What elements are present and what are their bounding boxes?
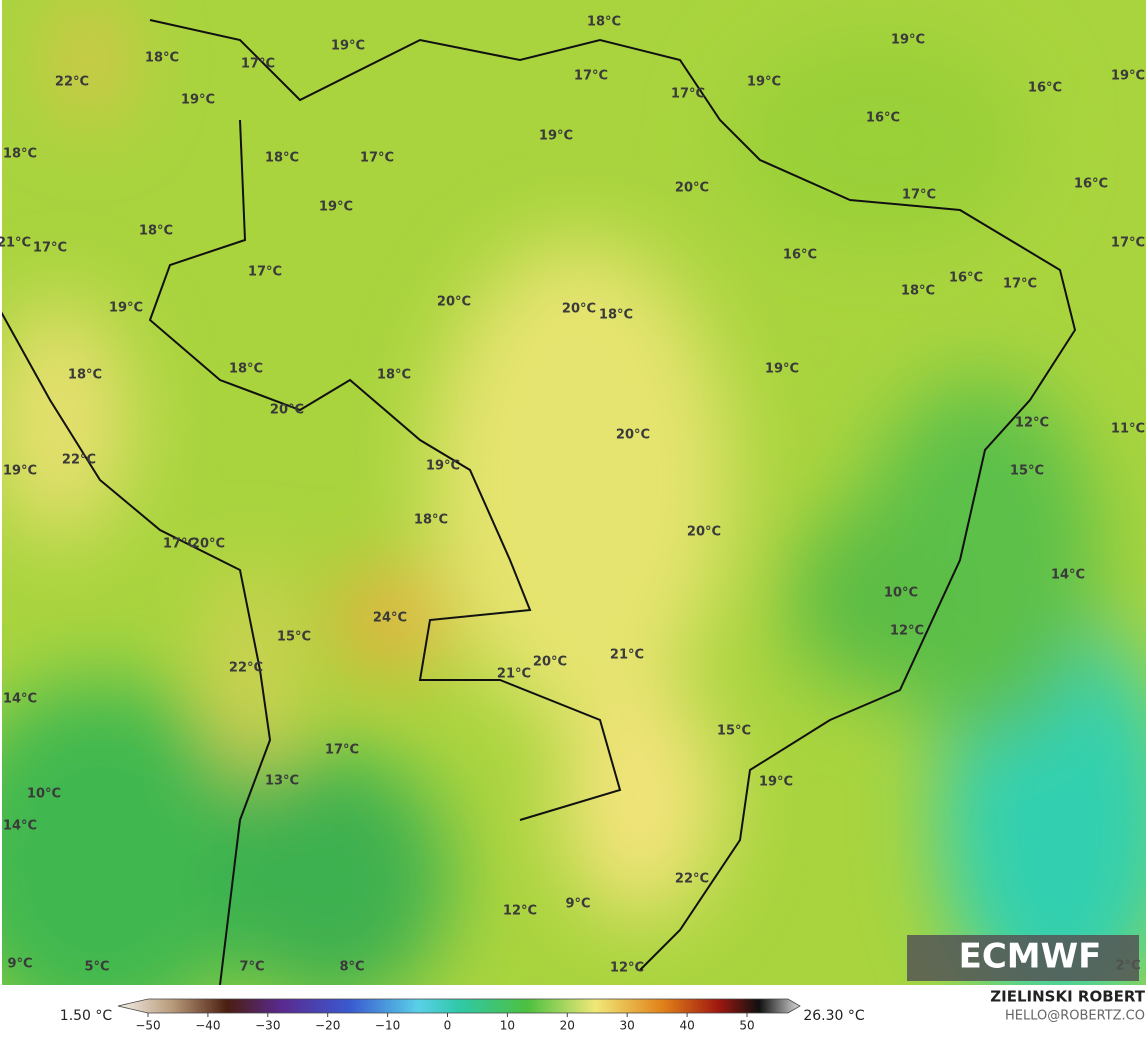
colorbar-tick-label: 20 bbox=[560, 1019, 575, 1033]
temperature-label: 19°C bbox=[426, 459, 460, 474]
temperature-label: 12°C bbox=[1015, 416, 1049, 431]
temperature-label: 16°C bbox=[1074, 177, 1108, 192]
temperature-label: 11°C bbox=[1111, 422, 1145, 437]
temperature-label: 19°C bbox=[3, 464, 37, 479]
temperature-label: 20°C bbox=[270, 403, 304, 418]
temperature-label: 20°C bbox=[616, 428, 650, 443]
temperature-label: 18°C bbox=[265, 151, 299, 166]
temperature-label: 13°C bbox=[265, 774, 299, 789]
temperature-label: 19°C bbox=[759, 775, 793, 790]
temperature-label: 21°C bbox=[0, 236, 31, 251]
temperature-label: 19°C bbox=[109, 301, 143, 316]
temperature-label: 21°C bbox=[610, 648, 644, 663]
temperature-label: 19°C bbox=[765, 362, 799, 377]
colorbar bbox=[117, 998, 801, 1014]
temperature-label: 19°C bbox=[747, 75, 781, 90]
temperature-label: 18°C bbox=[587, 15, 621, 30]
temperature-label: 10°C bbox=[27, 787, 61, 802]
temperature-label: 18°C bbox=[414, 513, 448, 528]
temperature-label: 9°C bbox=[7, 957, 32, 972]
temperature-label: 19°C bbox=[891, 33, 925, 48]
temperature-label: 22°C bbox=[675, 872, 709, 887]
temperature-label: 8°C bbox=[339, 960, 364, 975]
temperature-label: 12°C bbox=[890, 624, 924, 639]
temperature-label: 15°C bbox=[1010, 464, 1044, 479]
temperature-label: 10°C bbox=[884, 586, 918, 601]
temperature-label: 15°C bbox=[717, 724, 751, 739]
contact: HELLO@ROBERTZ.CO bbox=[1005, 1009, 1145, 1024]
temperature-label: 12°C bbox=[610, 961, 644, 976]
temperature-label: 20°C bbox=[533, 655, 567, 670]
colorbar-tick-label: 30 bbox=[620, 1019, 635, 1033]
temperature-label: 14°C bbox=[3, 819, 37, 834]
temperature-label: 15°C bbox=[277, 630, 311, 645]
colorbar-tick-label: 40 bbox=[679, 1019, 694, 1033]
temperature-label: 24°C bbox=[373, 611, 407, 626]
temperature-label: 22°C bbox=[229, 661, 263, 676]
temperature-label: 7°C bbox=[239, 960, 264, 975]
author: ZIELINSKI ROBERT bbox=[990, 988, 1145, 1006]
temperature-label: 18°C bbox=[68, 368, 102, 383]
temperature-label: 18°C bbox=[377, 368, 411, 383]
temperature-label: 20°C bbox=[191, 537, 225, 552]
temperature-label: 17°C bbox=[574, 69, 608, 84]
colorbar-tick-label: −20 bbox=[315, 1019, 340, 1033]
temperature-label: 22°C bbox=[62, 453, 96, 468]
temperature-label: 17°C bbox=[1111, 236, 1145, 251]
colorbar-tick-label: −10 bbox=[375, 1019, 400, 1033]
colorbar-tick-label: −40 bbox=[195, 1019, 220, 1033]
temperature-label: 20°C bbox=[562, 302, 596, 317]
temperature-label: 14°C bbox=[1051, 568, 1085, 583]
temperature-label: 17°C bbox=[1003, 277, 1037, 292]
temperature-label: 16°C bbox=[1028, 81, 1062, 96]
colorbar-min: 1.50 °C bbox=[60, 1008, 113, 1024]
borders bbox=[2, 19, 1077, 985]
temperature-label: 17°C bbox=[33, 241, 67, 256]
temperature-label: 16°C bbox=[949, 271, 983, 286]
temperature-label: 17°C bbox=[163, 537, 197, 552]
temperature-label: 18°C bbox=[229, 362, 263, 377]
temperature-label: 21°C bbox=[497, 667, 531, 682]
temperature-label: 19°C bbox=[181, 93, 215, 108]
temperature-label: 17°C bbox=[360, 151, 394, 166]
colorbar-tick-label: 10 bbox=[500, 1019, 515, 1033]
temperature-label: 14°C bbox=[3, 692, 37, 707]
colorbar-max: 26.30 °C bbox=[803, 1008, 865, 1024]
temperature-label: 5°C bbox=[84, 960, 109, 975]
temperature-label: 17°C bbox=[671, 87, 705, 102]
temperature-label: 18°C bbox=[901, 284, 935, 299]
temperature-label: 16°C bbox=[866, 111, 900, 126]
temperature-label: 22°C bbox=[55, 75, 89, 90]
temperature-label: 9°C bbox=[565, 897, 590, 912]
temperature-label: 19°C bbox=[331, 39, 365, 54]
colorbar-tick-label: 0 bbox=[444, 1019, 452, 1033]
temperature-label: 18°C bbox=[3, 147, 37, 162]
temperature-label: 12°C bbox=[503, 904, 537, 919]
temperature-label: 18°C bbox=[599, 308, 633, 323]
temperature-label: 20°C bbox=[675, 181, 709, 196]
temperature-label: 19°C bbox=[539, 129, 573, 144]
temperature-label: 19°C bbox=[319, 200, 353, 215]
temperature-label: 18°C bbox=[145, 51, 179, 66]
logo: ECMWF bbox=[959, 937, 1102, 977]
temperature-label: 20°C bbox=[437, 295, 471, 310]
temperature-label: 17°C bbox=[902, 188, 936, 203]
temperature-label: 19°C bbox=[1111, 69, 1145, 84]
temperature-label: 18°C bbox=[139, 224, 173, 239]
temperature-label: 16°C bbox=[783, 248, 817, 263]
colorbar-tick-label: −50 bbox=[135, 1019, 160, 1033]
colorbar-tick-label: 50 bbox=[739, 1019, 754, 1033]
temperature-label: 17°C bbox=[248, 265, 282, 280]
colorbar-tick-label: −30 bbox=[255, 1019, 280, 1033]
temperature-label: 17°C bbox=[241, 57, 275, 72]
logo-box: ECMWF bbox=[907, 935, 1139, 981]
temperature-label: 20°C bbox=[687, 525, 721, 540]
temperature-label: 17°C bbox=[325, 743, 359, 758]
